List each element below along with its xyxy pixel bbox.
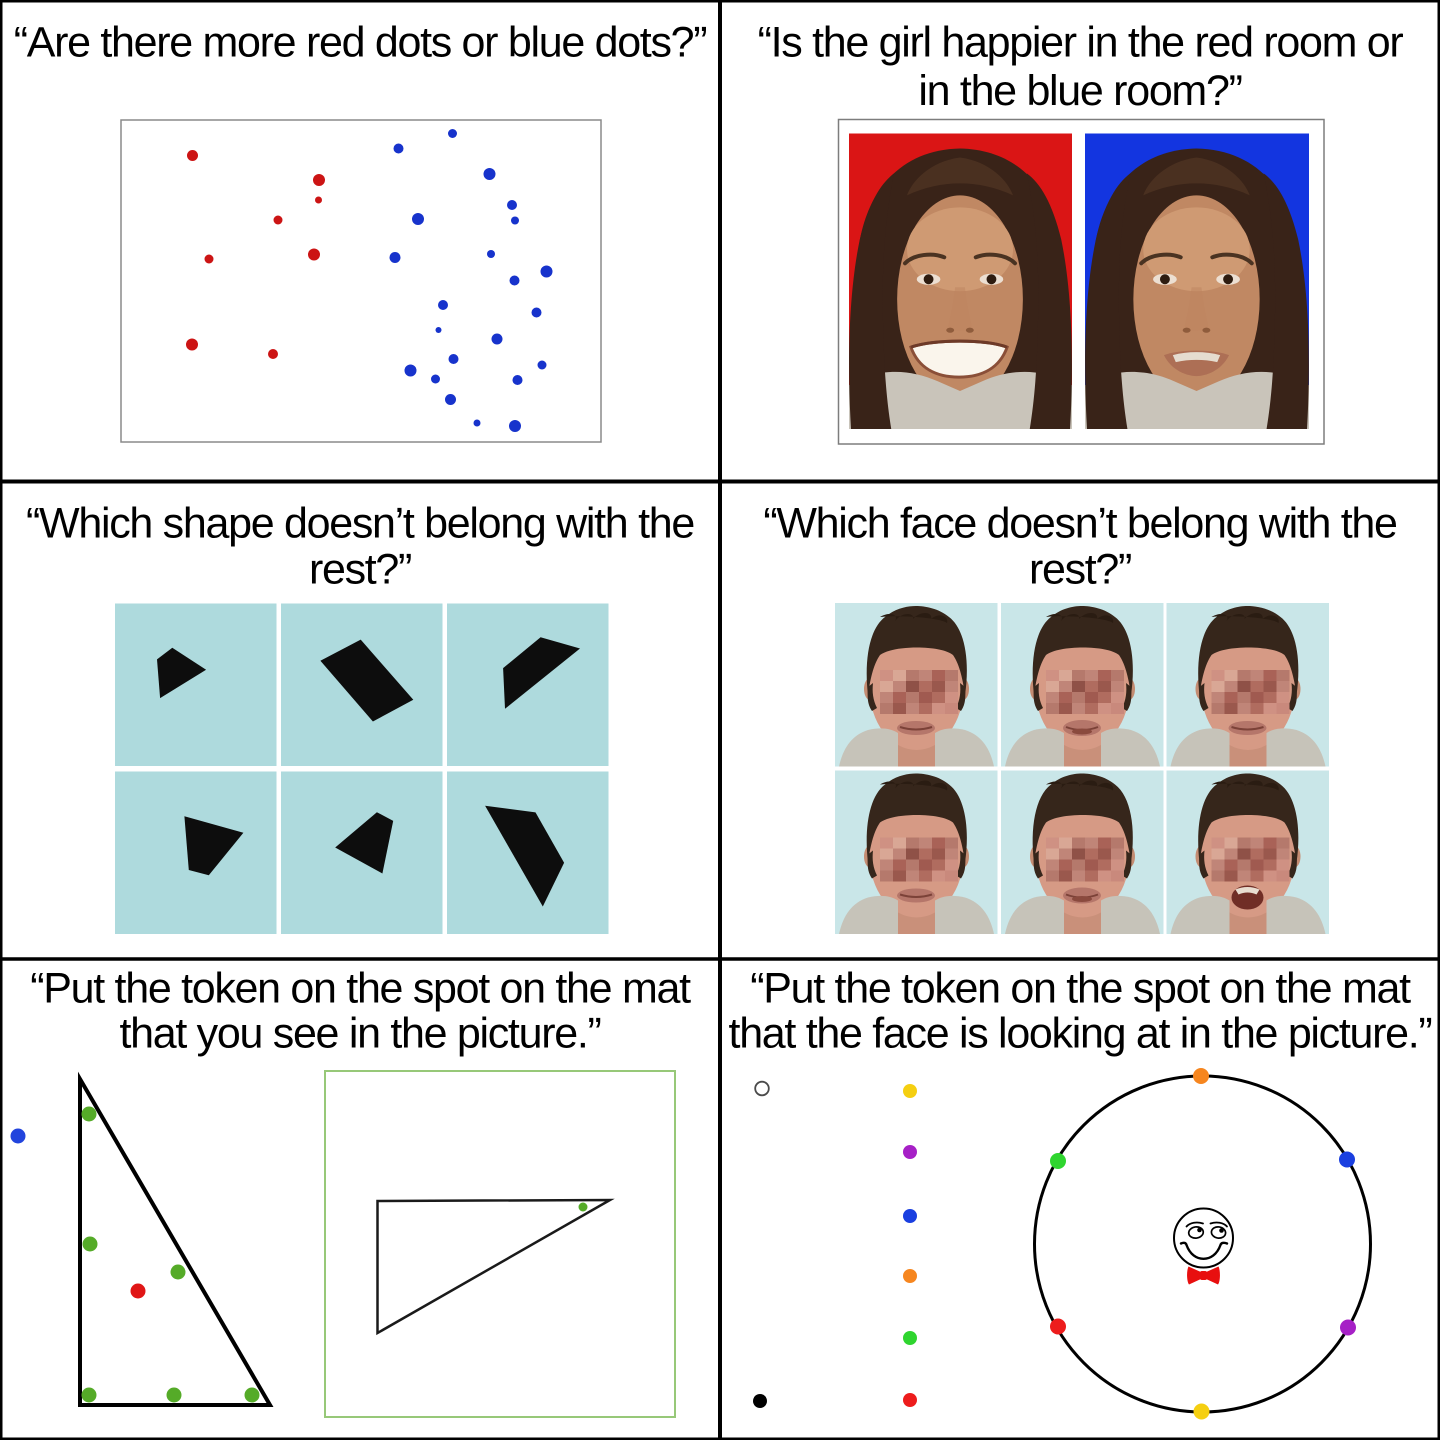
svg-text:rest?”: rest?” [309,546,411,594]
svg-text:that you see in the picture.”: that you see in the picture.” [120,1010,601,1058]
svg-text:rest?”: rest?” [1029,546,1131,594]
svg-text:“Put the token on the spot on: “Put the token on the spot on the mat [750,965,1411,1013]
svg-text:“Which shape doesn’t belong wi: “Which shape doesn’t belong with the [26,500,694,548]
svg-text:in the blue room?”: in the blue room?” [918,67,1241,115]
svg-text:“Is the girl happier in the re: “Is the girl happier in the red room or [758,19,1404,67]
svg-text:“Which face doesn’t belong wit: “Which face doesn’t belong with the [763,500,1396,548]
svg-text:“Put the token on the spot on: “Put the token on the spot on the mat [30,965,691,1013]
svg-text:that the face is looking at in: that the face is looking at in the pictu… [729,1010,1432,1058]
svg-text:“Are there more red dots or bl: “Are there more red dots or blue dots?” [14,19,707,67]
